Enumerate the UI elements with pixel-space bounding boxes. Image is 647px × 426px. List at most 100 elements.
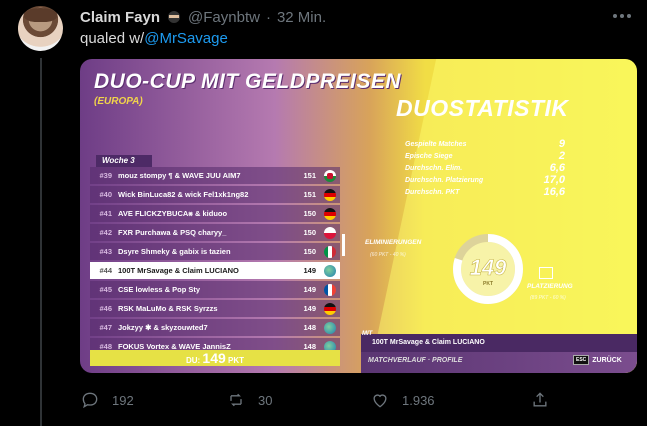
stat-row: Epische Siege 2 — [405, 150, 565, 162]
stat-value: 2 — [558, 150, 565, 162]
leaderboard-row[interactable]: #44 100T MrSavage & Claim LUCIANO 149 — [90, 262, 340, 279]
stats-list: Gespielte Matches 9 Epische Siege 2 Durchsch… — [405, 138, 565, 198]
wales-flag-icon — [324, 169, 336, 182]
placement-sub: (89 PKT - 60 %) — [530, 295, 566, 301]
heart-icon — [373, 394, 387, 408]
stat-label: Durchschn. Platzierung — [405, 176, 484, 184]
stat-value: 9 — [558, 138, 565, 150]
separator: · — [265, 8, 271, 26]
bottom-links[interactable]: MATCHVERLAUF · PROFILE — [368, 357, 463, 364]
tweet-time[interactable]: 32 Min. — [276, 8, 327, 26]
italy-flag-icon — [324, 245, 336, 258]
like-count: 1.936 — [402, 392, 435, 408]
row-team: RSK MaLuMo & RSK Syrzzs — [118, 304, 218, 313]
ninja-emoji-icon — [166, 9, 182, 25]
stat-label: Gespielte Matches — [405, 140, 467, 148]
share-icon — [533, 392, 547, 407]
tweet-actions: 192 30 1.936 — [80, 390, 560, 412]
leaderboard-row[interactable]: #45 CSE lowless & Pop Sty 149 — [90, 281, 340, 298]
reply-count: 192 — [112, 392, 134, 408]
row-points: 150 — [303, 247, 316, 256]
leaderboard-footer: DU: 149 PKT — [90, 350, 340, 366]
placement-icon — [539, 267, 553, 279]
footer-unit: PKT — [228, 356, 245, 365]
share-button[interactable] — [530, 390, 550, 410]
stat-value: 17,0 — [543, 174, 565, 186]
leaderboard-row[interactable]: #47 Jokzyy ✱ & skyzouwted7 148 — [90, 319, 340, 336]
row-points: 150 — [303, 209, 316, 218]
stat-row: Durchschn. Platzierung 17,0 — [405, 174, 565, 186]
row-points: 149 — [303, 285, 316, 294]
stat-row: Durchschn. PKT 16,6 — [405, 186, 565, 198]
row-rank: #44 — [99, 266, 112, 275]
mention-link[interactable]: @MrSavage — [144, 30, 228, 47]
team-prefix: MIT — [362, 331, 373, 337]
back-label: ZURÜCK — [592, 356, 622, 364]
row-rank: #40 — [99, 190, 112, 199]
row-team: Jokzyy ✱ & skyzouwted7 — [118, 323, 208, 332]
stats-title: DUOSTATISTIK — [396, 95, 569, 121]
leaderboard-list: #39 mouz stompy ¶ & WAVE JUU AIM7 151 #40 Wi… — [90, 167, 340, 357]
retweet-icon — [230, 393, 242, 407]
elim-sub: (60 PKT - 40 %) — [370, 252, 406, 258]
germany-flag-icon — [324, 207, 336, 220]
retweet-count: 30 — [258, 392, 273, 408]
ring-unit: PKT — [483, 281, 493, 287]
leaderboard-row[interactable]: #40 Wick BinLuca82 & wick Fel1xk1ng82 151 — [90, 186, 340, 203]
team-bar — [361, 334, 637, 352]
stat-label: Epische Siege — [405, 152, 453, 160]
leaderboard-row[interactable]: #46 RSK MaLuMo & RSK Syrzzs 149 — [90, 300, 340, 317]
reply-button[interactable]: 192 — [80, 390, 134, 410]
row-rank: #48 — [99, 342, 112, 351]
row-team: CSE lowless & Pop Sty — [118, 285, 201, 294]
elim-label: ELIMINIERUNGEN — [365, 239, 422, 246]
avatar[interactable] — [18, 6, 63, 51]
game-title: DUO-CUP MIT GELDPREISEN — [94, 70, 402, 93]
row-rank: #42 — [99, 228, 112, 237]
tweet-text: qualed w/@MrSavage — [80, 30, 228, 47]
more-options-icon[interactable] — [613, 10, 635, 22]
tweet-media-image[interactable]: DUO-CUP MIT GELDPREISEN (EUROPA) Woche 3… — [80, 59, 637, 373]
game-region: (EUROPA) — [94, 96, 143, 107]
row-rank: #47 — [99, 323, 112, 332]
globe-flag-icon — [324, 264, 336, 277]
leaderboard-row[interactable]: #39 mouz stompy ¶ & WAVE JUU AIM7 151 — [90, 167, 340, 184]
ring-value: 149 — [470, 255, 507, 280]
stat-label: Durchschn. PKT — [405, 188, 460, 196]
row-rank: #45 — [99, 285, 112, 294]
leaderboard-row[interactable]: #43 Dsyre Shmeky & gabix is tazien 150 — [90, 243, 340, 260]
back-button[interactable]: ESC ZURÜCK — [573, 355, 622, 365]
retweet-button[interactable]: 30 — [226, 390, 272, 410]
leaderboard-scrollbar[interactable] — [342, 234, 345, 256]
esc-key: ESC — [573, 355, 590, 365]
like-button[interactable]: 1.936 — [370, 390, 435, 410]
tweet-header: Claim Fayn @Faynbtw · 32 Min. — [80, 6, 326, 28]
row-points: 151 — [303, 171, 316, 180]
row-points: 148 — [303, 323, 316, 332]
stat-value: 6,6 — [549, 162, 565, 174]
france-flag-icon — [324, 283, 336, 296]
germany-flag-icon — [324, 302, 336, 315]
footer-points: 149 — [202, 350, 226, 366]
leaderboard-row[interactable]: #42 FXR Purchawa & PSQ charyy_ 150 — [90, 224, 340, 241]
row-points: 150 — [303, 228, 316, 237]
author-name[interactable]: Claim Fayn — [80, 8, 161, 26]
row-team: mouz stompy ¶ & WAVE JUU AIM7 — [118, 171, 241, 180]
reply-icon — [82, 392, 98, 409]
row-team: AVE FLICKZYBUCA⨳ & kiduoo — [118, 208, 228, 218]
row-rank: #46 — [99, 304, 112, 313]
row-rank: #39 — [99, 171, 112, 180]
week-label: Woche 3 — [96, 155, 152, 167]
footer-prefix: DU: — [185, 356, 201, 365]
leaderboard-row[interactable]: #41 AVE FLICKZYBUCA⨳ & kiduoo 150 — [90, 205, 340, 222]
author-handle[interactable]: @Faynbtw — [188, 8, 260, 26]
stat-row: Durchschn. Elim. 6,6 — [405, 162, 565, 174]
stat-row: Gespielte Matches 9 — [405, 138, 565, 150]
stat-label: Durchschn. Elim. — [405, 164, 463, 172]
team-name: 100T MrSavage & Claim LUCIANO — [372, 339, 485, 346]
globe-flag-icon — [324, 321, 336, 334]
poland-flag-icon — [324, 226, 336, 239]
globe-flag-icon — [324, 340, 336, 353]
row-rank: #41 — [99, 209, 112, 218]
row-points: 149 — [303, 266, 316, 275]
